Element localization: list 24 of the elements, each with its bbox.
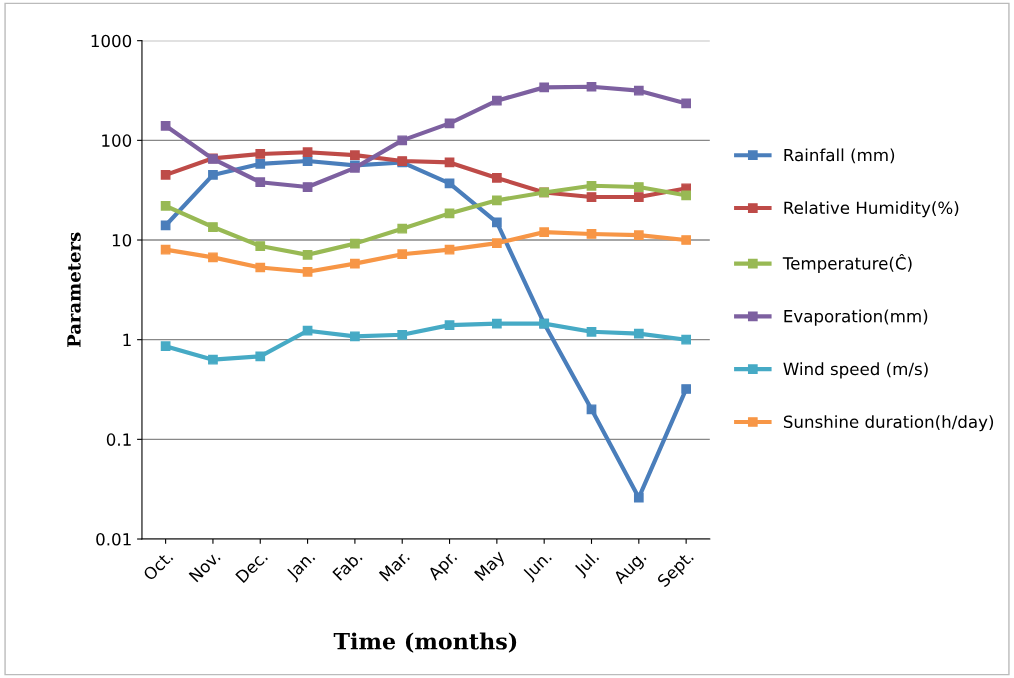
legend-label: Rainfall (mm) bbox=[784, 148, 895, 164]
y-tick-label: 0.01 bbox=[96, 532, 131, 546]
x-tick-label: Fab. bbox=[331, 550, 363, 581]
x-tick-label: Oct. bbox=[142, 550, 174, 582]
y-axis-title: Parameters bbox=[67, 232, 81, 348]
legend-label: Temperature(Ĉ) bbox=[782, 254, 912, 273]
x-tick-label: Mar. bbox=[378, 550, 411, 582]
x-tick-label: Jan. bbox=[285, 550, 318, 583]
x-axis-title: Time (months) bbox=[333, 632, 517, 653]
x-tick-label: Nov. bbox=[188, 550, 221, 583]
x-tick-label: Apr. bbox=[426, 550, 460, 584]
y-tick-label: 1000 bbox=[91, 34, 132, 48]
x-tick-label: Jun. bbox=[521, 550, 555, 583]
x-tick-label: Aug. bbox=[612, 550, 649, 587]
y-tick-label: 100 bbox=[102, 134, 132, 147]
legend-label: Evaporation(mm) bbox=[784, 309, 928, 326]
x-tick-label: Jul. bbox=[572, 550, 602, 579]
legend-label: Wind speed (m/s) bbox=[783, 362, 928, 379]
y-tick-label: 10 bbox=[112, 233, 132, 247]
y-tick-label: 1 bbox=[123, 333, 131, 347]
x-tick-label: Dec. bbox=[235, 550, 269, 584]
legend-label: Sunshine duration(h/day) bbox=[783, 415, 994, 432]
y-tick-label: 0.1 bbox=[106, 433, 131, 446]
legend-label: Relative Humidity(%) bbox=[784, 201, 959, 218]
